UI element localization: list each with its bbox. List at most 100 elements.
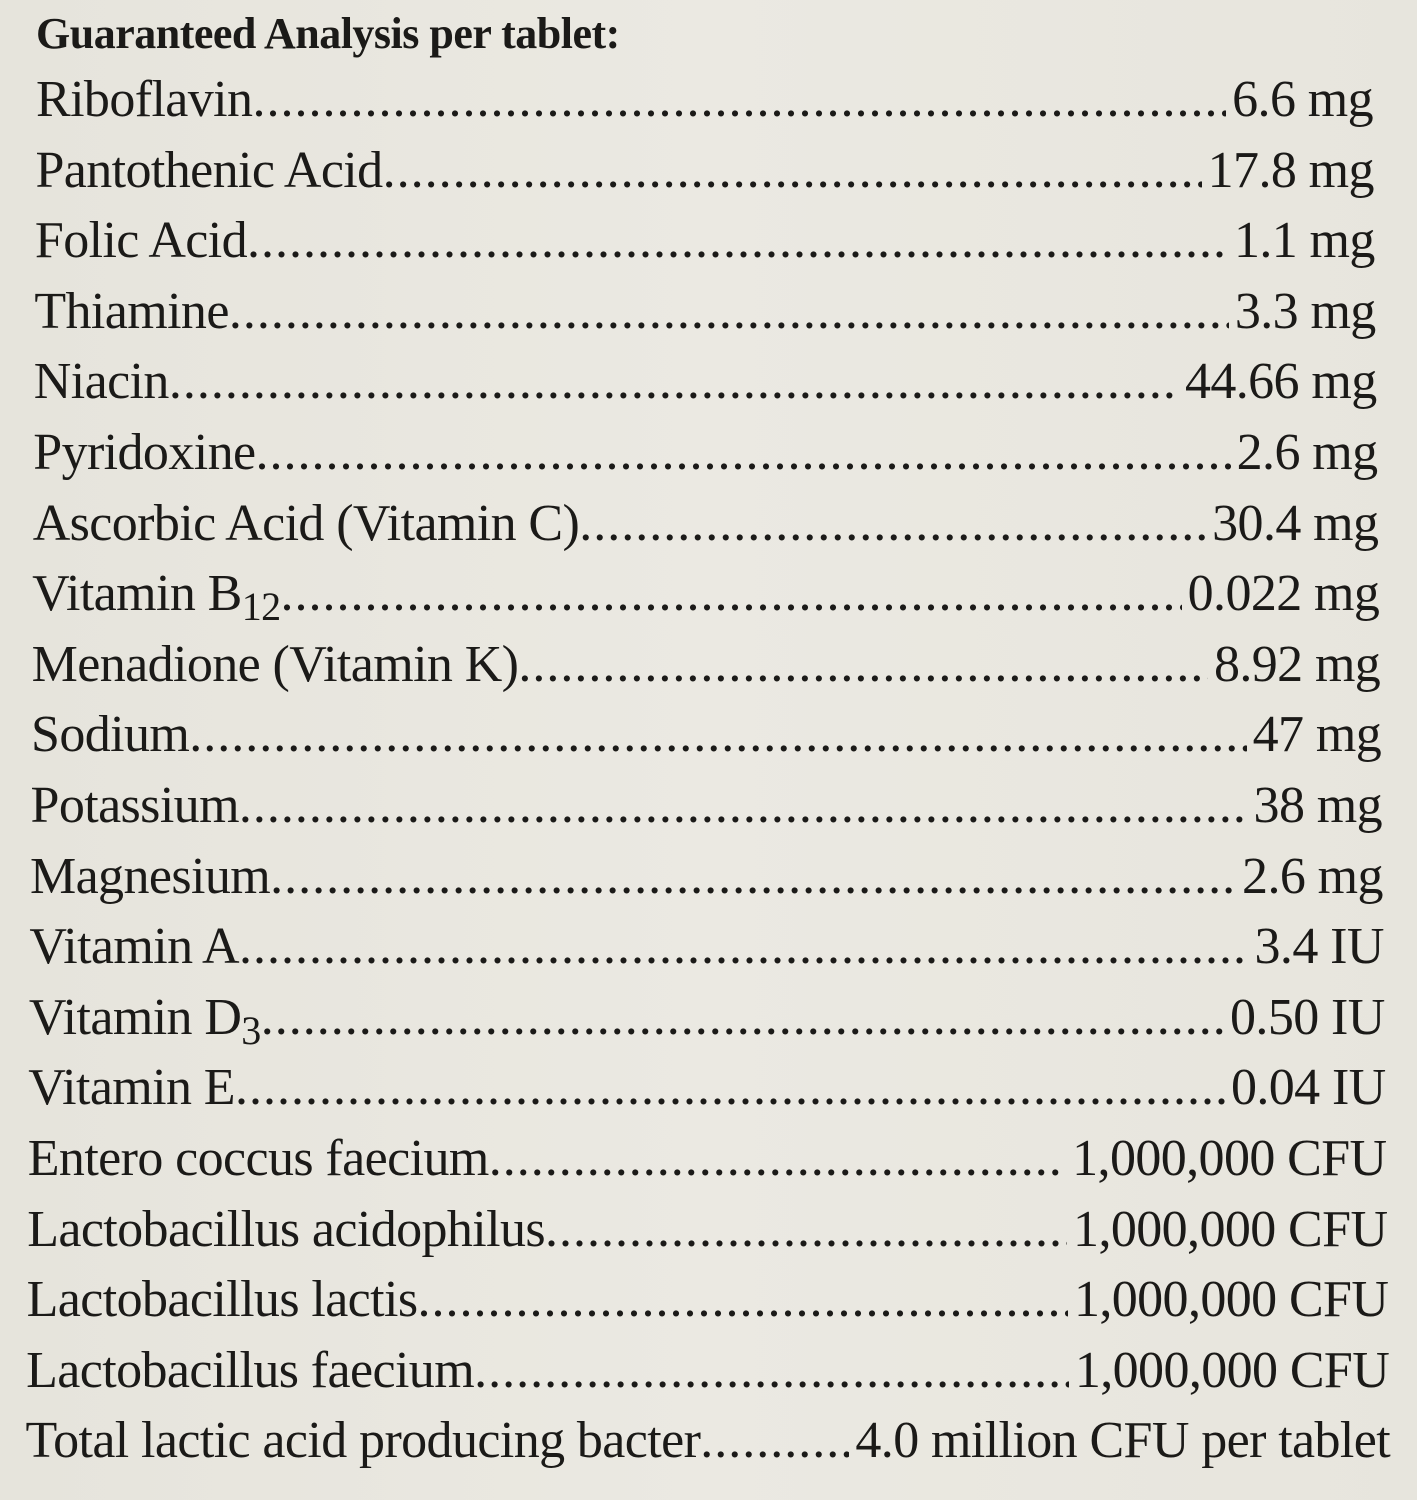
nutrient-value: 2.6 mg [1242, 847, 1383, 905]
nutrient-name-text: Ascorbic Acid (Vitamin C) [32, 494, 580, 552]
nutrient-value: 44.66 mg [1184, 353, 1377, 411]
nutrient-name-text: Lactobacillus acidophilus [27, 1200, 546, 1258]
nutrient-name-text: Riboflavin [36, 71, 253, 128]
nutrient-name-text: Pantothenic Acid [35, 141, 383, 199]
analysis-row: Menadione (Vitamin K) 8.92 mg [0, 635, 1417, 706]
nutrient-name: Vitamin D3 [28, 988, 261, 1053]
dot-leader [235, 1058, 1225, 1117]
dot-leader [418, 1270, 1068, 1329]
dot-leader [247, 211, 1228, 270]
analysis-row: Pantothenic Acid 17.8 mg [0, 141, 1417, 212]
analysis-row: Lactobacillus acidophilus 1,000,000 CFU [0, 1200, 1417, 1271]
analysis-row: Lactobacillus lactis 1,000,000 CFU [0, 1270, 1417, 1341]
nutrient-name: Magnesium [29, 847, 271, 906]
nutrient-value: 3.4 IU [1254, 918, 1385, 976]
nutrient-value: 1,000,000 CFU [1073, 1200, 1388, 1258]
analysis-row: Vitamin B12 0.022 mg [0, 564, 1417, 635]
nutrient-name: Menadione (Vitamin K) [32, 635, 519, 694]
nutrient-name-text: Lactobacillus faecium [26, 1341, 475, 1399]
analysis-row: Potassium 38 mg [0, 776, 1417, 847]
nutrient-value: 2.6 mg [1236, 423, 1378, 481]
nutrient-name: Pyridoxine [33, 423, 256, 482]
dot-leader [518, 635, 1208, 694]
dot-leader [383, 141, 1202, 200]
nutrient-name: Vitamin E [28, 1058, 235, 1117]
nutrient-name-text: Magnesium [29, 847, 271, 905]
analysis-row: Thiamine 3.3 mg [0, 282, 1417, 353]
nutrient-value: 0.50 IU [1230, 988, 1385, 1046]
dot-leader [239, 776, 1248, 835]
analysis-row: Magnesium 2.6 mg [0, 847, 1417, 918]
nutrient-value: 47 mg [1252, 706, 1382, 764]
nutrient-name: Niacin [33, 352, 170, 411]
analysis-row: Total lactic acid producing bacter 4.0 mi… [0, 1411, 1417, 1482]
analysis-row: Niacin 44.66 mg [0, 352, 1417, 423]
analysis-row: Vitamin D3 0.50 IU [0, 988, 1417, 1059]
nutrient-value: 4.0 million CFU per tablet [855, 1412, 1391, 1470]
nutrient-value: 1,000,000 CFU [1073, 1271, 1389, 1329]
analysis-row: Sodium 47 mg [0, 705, 1417, 776]
dot-leader [229, 282, 1229, 341]
dot-leader [270, 847, 1236, 906]
dot-leader [474, 1341, 1069, 1400]
analysis-row: Vitamin A 3.4 IU [0, 917, 1417, 988]
dot-leader [239, 917, 1249, 976]
nutrient-subscript: 3 [241, 1007, 261, 1053]
dot-leader [255, 423, 1230, 482]
nutrient-subscript: 12 [241, 584, 281, 630]
nutrient-name-text: Vitamin D [28, 988, 242, 1046]
dot-leader [189, 705, 1246, 764]
dot-leader [579, 494, 1206, 553]
nutrient-value: 38 mg [1253, 776, 1383, 834]
nutrient-name-text: Thiamine [34, 282, 229, 340]
dot-leader [489, 1129, 1066, 1188]
nutrient-name-text: Vitamin E [28, 1059, 235, 1117]
nutrient-name: Potassium [30, 776, 240, 835]
nutrient-name-text: Pyridoxine [33, 423, 256, 481]
analysis-row: Ascorbic Acid (Vitamin C) 30.4 mg [0, 494, 1417, 565]
nutrient-name: Vitamin B12 [32, 564, 281, 629]
nutrient-value: 0.022 mg [1187, 565, 1380, 623]
nutrient-name: Sodium [31, 705, 190, 764]
nutrient-name: Thiamine [34, 282, 229, 341]
nutrient-name: Lactobacillus acidophilus [27, 1200, 545, 1259]
nutrient-name-text: Folic Acid [34, 212, 248, 270]
nutrient-name: Lactobacillus lactis [27, 1270, 418, 1329]
dot-leader [261, 988, 1224, 1047]
nutrient-value: 0.04 IU [1230, 1059, 1386, 1117]
nutrient-name: Vitamin A [29, 917, 239, 976]
nutrient-value: 30.4 mg [1212, 494, 1379, 552]
nutrient-value: 1.1 mg [1233, 212, 1375, 270]
nutrient-name: Entero coccus faecium [28, 1129, 490, 1188]
nutrient-value: 17.8 mg [1207, 141, 1375, 199]
nutrient-value: 6.6 mg [1232, 71, 1373, 128]
analysis-row: Entero coccus faecium 1,000,000 CFU [0, 1129, 1417, 1200]
nutrient-name-text: Menadione (Vitamin K) [31, 635, 519, 693]
analysis-row: Pyridoxine 2.6 mg [0, 423, 1417, 494]
nutrient-name-text: Lactobacillus lactis [26, 1271, 418, 1329]
dot-leader [700, 1411, 849, 1470]
nutrient-name: Total lactic acid producing bacter [26, 1411, 701, 1470]
analysis-row: Lactobacillus faecium 1,000,000 CFU [0, 1341, 1417, 1412]
nutrient-name-text: Sodium [31, 706, 190, 764]
nutrient-value: 1,000,000 CFU [1072, 1129, 1387, 1187]
analysis-row: Riboflavin 6.6 mg [0, 70, 1417, 141]
nutrient-name-text: Niacin [33, 353, 170, 411]
nutrient-name-text: Vitamin A [29, 918, 239, 976]
nutrient-name-text: Vitamin B [32, 565, 242, 623]
analysis-row: Folic Acid 1.1 mg [0, 211, 1417, 282]
nutrient-name: Pantothenic Acid [35, 141, 383, 200]
nutrient-value: 3.3 mg [1234, 282, 1376, 340]
nutrient-value: 1,000,000 CFU [1074, 1341, 1390, 1399]
nutrient-value: 8.92 mg [1213, 635, 1381, 693]
nutrient-name-text: Potassium [30, 776, 240, 834]
nutrient-name: Lactobacillus faecium [26, 1341, 475, 1400]
nutrient-name-text: Total lactic acid producing bacter [25, 1412, 701, 1470]
nutrient-name: Riboflavin [36, 70, 253, 129]
nutrient-name: Ascorbic Acid (Vitamin C) [33, 494, 580, 553]
label-title: Guaranteed Analysis per tablet: [36, 9, 620, 58]
analysis-row: Vitamin E 0.04 IU [0, 1058, 1417, 1129]
dot-leader [281, 564, 1182, 623]
analysis-list: Riboflavin 6.6 mg Pantothenic Acid 17.8 mg F… [0, 70, 1417, 1482]
